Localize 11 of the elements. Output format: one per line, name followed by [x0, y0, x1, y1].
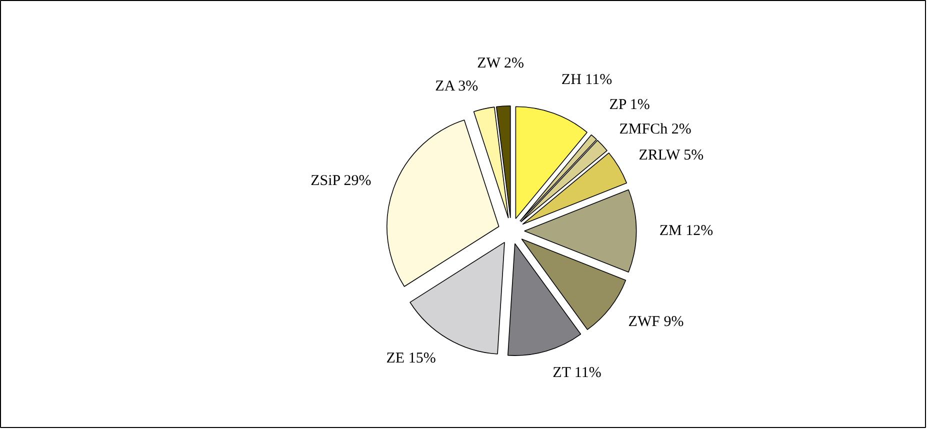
slice-label: ZT 11%: [552, 365, 602, 382]
slice-label: ZE 15%: [386, 350, 436, 366]
slice-label: ZRLW 5%: [638, 148, 704, 164]
slice-label: ZA 3%: [435, 78, 478, 94]
slice-label: ZM 12%: [659, 222, 714, 239]
slice-label: ZW 2%: [477, 55, 524, 72]
slice-label: ZSiP 29%: [310, 172, 372, 189]
slice-label: ZH 11%: [561, 72, 612, 88]
slice-label: ZP 1%: [609, 96, 650, 113]
slice-label: ZWF 9%: [628, 314, 684, 330]
slice-label: ZMFCh 2%: [619, 122, 692, 138]
